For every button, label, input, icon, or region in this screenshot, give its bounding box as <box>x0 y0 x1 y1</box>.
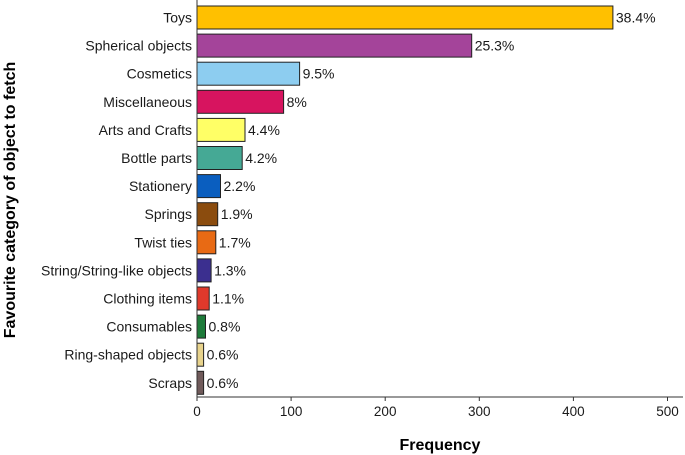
category-label: Scraps <box>148 375 192 391</box>
data-label: 2.2% <box>224 178 256 194</box>
bar <box>196 89 285 114</box>
data-label: 8% <box>287 94 307 110</box>
bar <box>196 230 217 255</box>
category-label: Bottle parts <box>121 150 192 166</box>
category-label: Stationery <box>129 178 192 194</box>
x-tick-label: 400 <box>562 404 585 419</box>
bar <box>196 342 205 367</box>
x-tick-label: 100 <box>280 404 303 419</box>
bar <box>196 117 246 142</box>
data-label: 0.6% <box>207 347 239 363</box>
data-label: 9.5% <box>303 66 335 82</box>
category-label: Springs <box>145 206 192 222</box>
x-tick-label: 200 <box>374 404 397 419</box>
data-label: 1.1% <box>212 291 244 307</box>
data-label: 0.6% <box>207 375 239 391</box>
y-axis-title: Favourite category of object to fetch <box>2 62 19 338</box>
x-axis-ticks: 0 100 200 300 400 500 <box>193 397 679 419</box>
bar <box>196 370 205 395</box>
bar <box>196 61 301 86</box>
category-label: Miscellaneous <box>103 94 192 110</box>
data-label: 1.3% <box>214 262 246 278</box>
x-tick-label: 300 <box>468 404 491 419</box>
bar <box>196 258 212 283</box>
plot-area: Toys 38.4% Spherical objects 25.3% Cosmetics… <box>41 5 656 395</box>
data-label: 1.7% <box>219 234 251 250</box>
bar <box>196 286 210 311</box>
data-label: 0.8% <box>209 319 241 335</box>
category-label: Cosmetics <box>127 66 192 82</box>
category-label: Spherical objects <box>85 38 192 54</box>
category-label: Arts and Crafts <box>99 122 192 138</box>
category-label: Toys <box>163 10 192 26</box>
category-label: Ring-shaped objects <box>64 347 192 363</box>
data-label: 4.2% <box>245 150 277 166</box>
bar <box>196 202 219 227</box>
bar <box>196 33 473 58</box>
category-label: Consumables <box>106 319 192 335</box>
data-label: 25.3% <box>475 38 515 54</box>
x-axis-title: Frequency <box>400 437 481 454</box>
bar <box>196 314 206 339</box>
category-label: Twist ties <box>134 234 192 250</box>
x-tick-label: 500 <box>656 404 679 419</box>
data-label: 38.4% <box>616 10 656 26</box>
category-label: Clothing items <box>103 291 192 307</box>
data-label: 1.9% <box>221 206 253 222</box>
data-label: 4.4% <box>248 122 280 138</box>
bar <box>196 146 243 170</box>
x-tick-label: 0 <box>193 404 201 419</box>
bar <box>196 174 221 199</box>
category-label: String/String-like objects <box>41 262 192 278</box>
bar <box>196 5 614 30</box>
